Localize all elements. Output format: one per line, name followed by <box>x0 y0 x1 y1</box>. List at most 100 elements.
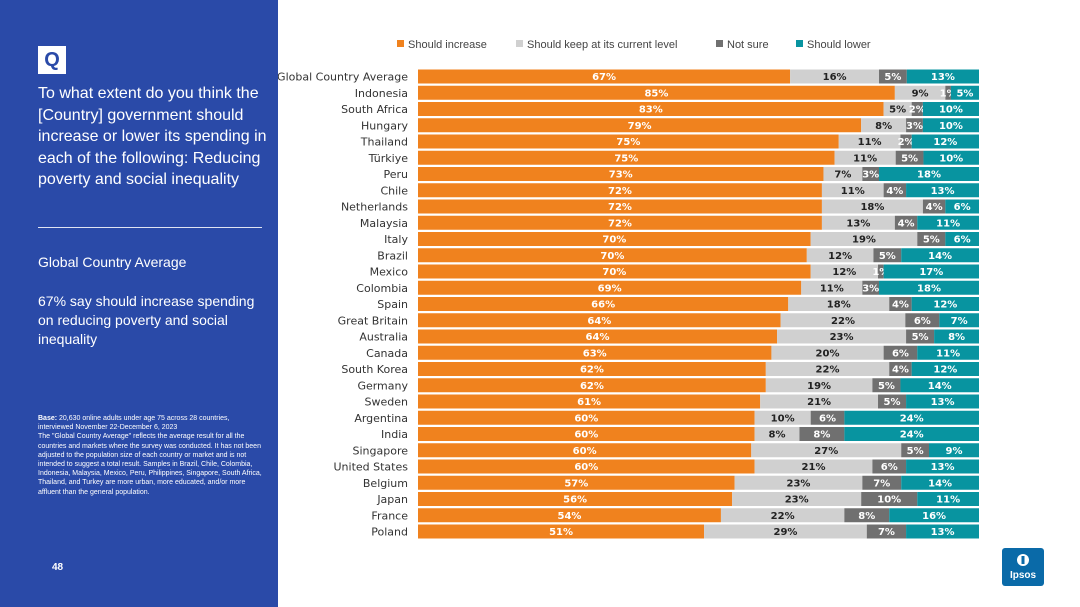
data-label: 72% <box>608 186 632 197</box>
bar-segment <box>777 329 907 344</box>
data-label: 13% <box>846 218 870 229</box>
category-label: Chile <box>380 184 408 197</box>
bar-segment <box>418 394 761 409</box>
data-label: 70% <box>602 267 626 278</box>
data-label: 5% <box>878 381 895 392</box>
data-label: 24% <box>900 430 924 441</box>
data-label: 56% <box>563 495 587 506</box>
stacked-bar-chart: Should increase Should keep at its curren… <box>278 39 979 539</box>
bar-segment <box>821 215 895 230</box>
data-label: 51% <box>549 527 573 538</box>
data-label: 70% <box>600 251 624 262</box>
bar-segment <box>844 410 979 425</box>
bar-segment <box>418 183 822 198</box>
data-label: 72% <box>608 218 632 229</box>
data-label: 12% <box>832 267 856 278</box>
bar-segment <box>418 134 839 149</box>
legend-label: Should lower <box>807 39 871 51</box>
bar-segment <box>418 329 778 344</box>
bar-segment <box>754 459 873 474</box>
bar-segment <box>894 85 946 100</box>
bar-segment <box>765 362 890 376</box>
bar-segment <box>418 378 766 393</box>
data-label: 60% <box>573 446 597 457</box>
data-label: 8% <box>858 511 875 522</box>
data-label: 24% <box>900 413 924 424</box>
bar-segment <box>418 410 755 425</box>
bar-segment <box>734 475 863 490</box>
data-label: 72% <box>608 202 632 213</box>
data-label: 3% <box>862 283 879 294</box>
base-label: Base: <box>38 415 58 422</box>
bar-segment <box>844 508 890 523</box>
legend-swatch <box>716 40 723 47</box>
data-label: 9% <box>946 446 963 457</box>
bar-segment <box>873 248 902 263</box>
bar-segment <box>883 102 912 116</box>
logo-text: Ipsos <box>1009 570 1037 581</box>
bar-segment <box>418 118 862 133</box>
bar-segment <box>418 280 802 295</box>
category-label: Argentina <box>354 412 408 425</box>
bar-segment <box>418 362 766 376</box>
sidebar-panel: Q To what extent do you think the [Count… <box>0 0 278 607</box>
category-label: Global Country Average <box>278 71 408 84</box>
data-label: 13% <box>931 462 955 473</box>
data-label: 5% <box>923 235 940 246</box>
bar-segment <box>923 150 979 165</box>
data-label: 11% <box>841 186 865 197</box>
category-label: Australia <box>359 331 408 344</box>
data-label: 5% <box>956 88 973 99</box>
data-label: 6% <box>819 413 836 424</box>
bar-segment <box>889 297 912 311</box>
data-label: 79% <box>628 121 652 132</box>
bar-segment <box>883 183 907 198</box>
legend-item: Not sure <box>716 39 769 51</box>
data-label: 11% <box>936 348 960 359</box>
divider <box>38 227 262 228</box>
data-label: 8% <box>948 332 965 343</box>
data-label: 5% <box>889 105 906 116</box>
bar-segment <box>823 167 863 181</box>
bar-segment <box>838 134 901 149</box>
bar-segment <box>720 508 845 523</box>
data-label: 3% <box>906 121 923 132</box>
data-label: 18% <box>917 170 941 181</box>
data-label: 23% <box>787 478 811 489</box>
bar-segment <box>418 313 781 328</box>
category-label: Spain <box>377 298 408 311</box>
data-label: 5% <box>884 397 901 408</box>
category-label: India <box>381 428 408 441</box>
ipsos-logo-mark-icon <box>1017 554 1029 566</box>
category-label: Japan <box>376 493 408 506</box>
data-label: 4% <box>926 202 943 213</box>
data-label: 6% <box>914 316 931 327</box>
bar-segment <box>878 394 907 409</box>
bar-segment <box>879 167 979 181</box>
bar-segment <box>950 85 979 100</box>
bar-segment <box>879 280 979 295</box>
data-label: 4% <box>892 365 909 376</box>
bar-segment <box>418 443 752 458</box>
data-label: 4% <box>898 218 915 229</box>
category-label: Hungary <box>361 119 408 132</box>
data-label: 14% <box>928 251 952 262</box>
methodology-note: The "Global Country Average" reflects th… <box>38 433 262 496</box>
bar-segment <box>889 508 979 523</box>
bar-segment <box>418 85 895 100</box>
bar-segment <box>917 345 979 360</box>
legend-swatch <box>397 40 404 47</box>
data-label: 22% <box>816 365 840 376</box>
legend-item: Should keep at its current level <box>516 39 677 51</box>
bar-segment <box>765 378 873 393</box>
category-label: Great Britain <box>338 314 408 327</box>
page-number: 48 <box>52 562 64 573</box>
bar-segment <box>810 232 918 246</box>
data-label: 73% <box>609 170 633 181</box>
bar-segment <box>945 85 951 100</box>
bar-segment <box>872 459 907 474</box>
category-label: Peru <box>383 168 408 181</box>
bar-segment <box>861 492 918 506</box>
data-label: 60% <box>574 413 598 424</box>
data-label: 7% <box>873 478 890 489</box>
